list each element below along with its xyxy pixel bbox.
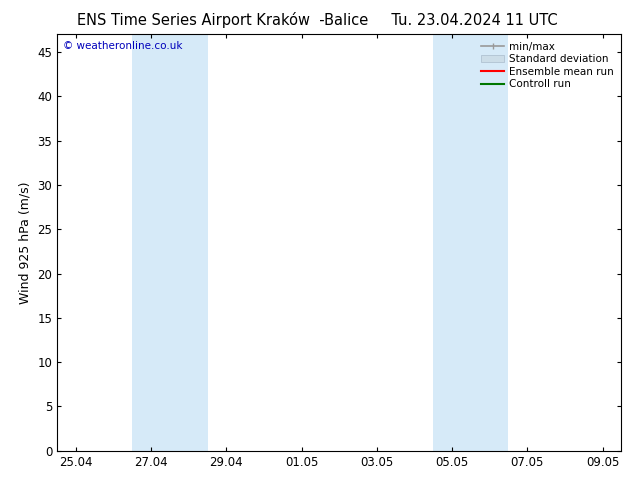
Text: © weatheronline.co.uk: © weatheronline.co.uk — [63, 41, 182, 50]
Y-axis label: Wind 925 hPa (m/s): Wind 925 hPa (m/s) — [19, 181, 32, 304]
Legend: min/max, Standard deviation, Ensemble mean run, Controll run: min/max, Standard deviation, Ensemble me… — [479, 40, 616, 92]
Text: ENS Time Series Airport Kraków  -Balice     Tu. 23.04.2024 11 UTC: ENS Time Series Airport Kraków -Balice T… — [77, 12, 557, 28]
Bar — [433, 34, 508, 451]
Bar — [133, 34, 207, 451]
